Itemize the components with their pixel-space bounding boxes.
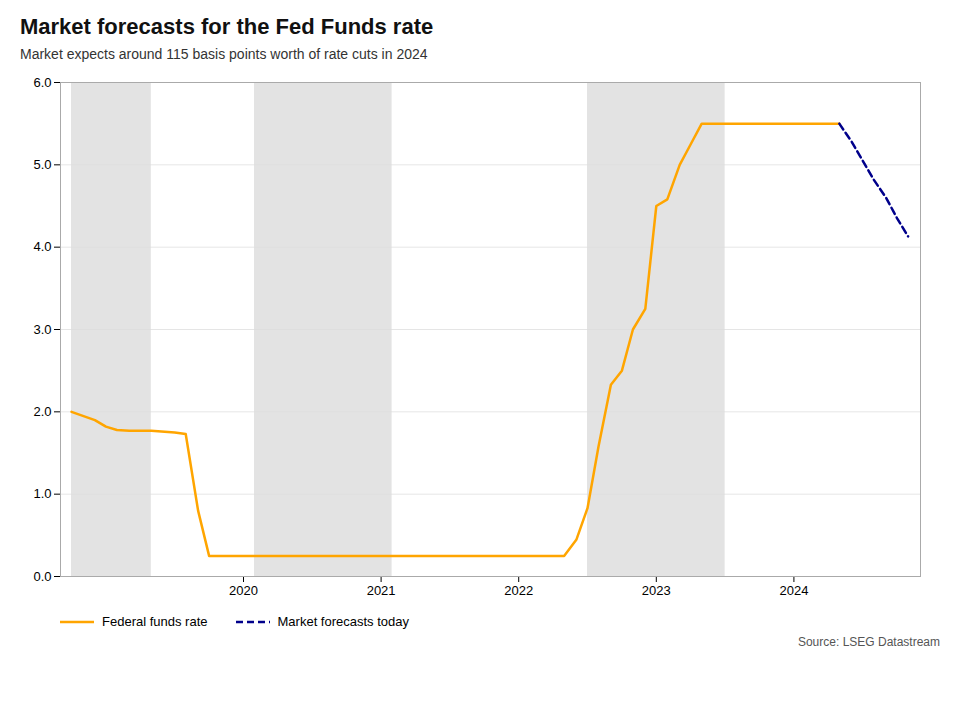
- svg-text:4.0: 4.0: [33, 239, 51, 254]
- html-text:Market forecasts for the Fed F: Market forecasts for the Fed Funds rate: [20, 14, 434, 39]
- svg-text:1.0: 1.0: [33, 486, 51, 501]
- html-text:Source: LSEG Datastream: Source: LSEG Datastream: [797, 635, 940, 649]
- svg-text:6.0: 6.0: [33, 75, 51, 90]
- svg-text:2020: 2020: [229, 583, 258, 598]
- html-text:Federal funds rate: Federal funds rate: [102, 614, 208, 629]
- svg-text:5.0: 5.0: [33, 157, 51, 172]
- html-text:Market forecasts today: Market forecasts today: [277, 614, 409, 629]
- html-text:Market expects around 115 basi: Market expects around 115 basis points w…: [20, 46, 428, 62]
- svg-text:2022: 2022: [504, 583, 533, 598]
- svg-text:2021: 2021: [367, 583, 396, 598]
- svg-text:0.0: 0.0: [33, 569, 51, 584]
- svg-text:3.0: 3.0: [33, 322, 51, 337]
- svg-text:2023: 2023: [642, 583, 671, 598]
- svg-text:2024: 2024: [779, 583, 808, 598]
- svg-text:2.0: 2.0: [33, 404, 51, 419]
